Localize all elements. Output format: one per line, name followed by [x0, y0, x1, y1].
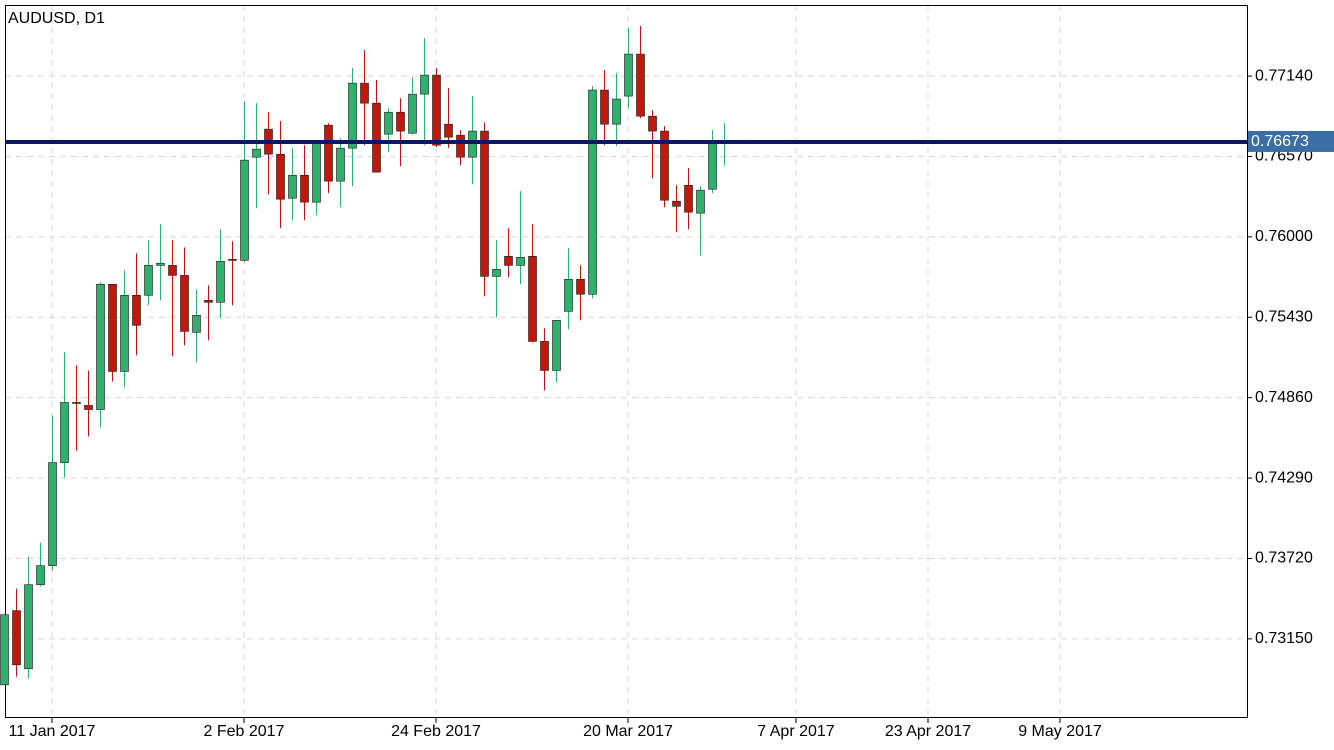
candle-body — [192, 315, 201, 333]
candle-body — [456, 134, 465, 158]
candle-body — [468, 130, 477, 158]
candle-body — [600, 89, 609, 125]
candle-body — [588, 89, 597, 295]
candle-body — [612, 98, 621, 125]
candle-body — [36, 565, 45, 585]
x-tick-label: 7 Apr 2017 — [757, 723, 835, 740]
candle-body — [636, 53, 645, 117]
candle-body — [108, 283, 117, 372]
x-tick-label: 11 Jan 2017 — [9, 723, 96, 740]
candle-body — [324, 124, 333, 182]
candle-body — [708, 141, 717, 190]
price-label: 0.76673 — [1251, 133, 1309, 150]
candle-body — [528, 256, 537, 342]
candle-body — [228, 259, 237, 261]
candle-body — [120, 294, 129, 372]
y-tick-label: 0.74290 — [1255, 469, 1313, 486]
x-tick-label: 20 Mar 2017 — [583, 723, 673, 740]
x-tick-label: 9 May 2017 — [1018, 723, 1102, 740]
candle-body — [240, 159, 249, 261]
candle-body — [12, 610, 21, 666]
candle-body — [180, 275, 189, 332]
candle-body — [24, 584, 33, 670]
y-tick-label: 0.73720 — [1255, 550, 1313, 567]
candle-body — [684, 184, 693, 213]
candle-body — [204, 300, 213, 303]
candle-body — [504, 256, 513, 266]
price-label-box — [1248, 130, 1334, 152]
y-tick-label: 0.75430 — [1255, 308, 1313, 325]
candle-body — [564, 279, 573, 312]
candle-body — [624, 53, 633, 97]
candle-body — [360, 82, 369, 104]
candle-body — [276, 153, 285, 200]
candle-body — [312, 142, 321, 203]
candle-body — [168, 265, 177, 276]
candle-body — [300, 174, 309, 203]
y-tick-label: 0.73150 — [1255, 630, 1313, 647]
candle-body — [432, 74, 441, 146]
candle-body — [408, 93, 417, 134]
candle-body — [348, 82, 357, 149]
candle-body — [60, 402, 69, 463]
chart-title: AUDUSD, D1 — [8, 10, 105, 27]
x-tick-label: 24 Feb 2017 — [391, 723, 481, 740]
candle-body — [660, 130, 669, 201]
y-tick-label: 0.74860 — [1255, 389, 1313, 406]
y-tick-label: 0.76570 — [1255, 148, 1313, 165]
candle-body — [336, 147, 345, 182]
candle-body — [72, 402, 81, 404]
y-tick-label: 0.76000 — [1255, 228, 1313, 245]
x-tick-label: 23 Apr 2017 — [885, 723, 971, 740]
candle-body — [576, 279, 585, 295]
candle-body — [216, 260, 225, 303]
candle-body — [156, 262, 165, 266]
candle-body — [540, 341, 549, 371]
candle-body — [96, 283, 105, 410]
candle-body — [396, 111, 405, 132]
x-tick-label: 2 Feb 2017 — [204, 723, 285, 740]
candle-body — [0, 614, 9, 686]
candle-body — [252, 148, 261, 158]
y-tick-label: 0.77140 — [1255, 67, 1313, 84]
candle-body — [48, 462, 57, 566]
candle-body — [132, 294, 141, 326]
plot-frame — [5, 5, 1248, 718]
candle-body — [420, 74, 429, 95]
candle-body — [672, 200, 681, 207]
candle-body — [144, 265, 153, 296]
candle-body — [552, 320, 561, 371]
candle-body — [444, 123, 453, 138]
candle-body — [492, 269, 501, 277]
candle-body — [288, 174, 297, 199]
candle-body — [480, 130, 489, 277]
candle-body — [84, 405, 93, 410]
candle-body — [648, 115, 657, 132]
candle-body — [372, 102, 381, 173]
candle-body — [384, 111, 393, 135]
candle-body — [696, 189, 705, 214]
candle-body — [516, 257, 525, 266]
